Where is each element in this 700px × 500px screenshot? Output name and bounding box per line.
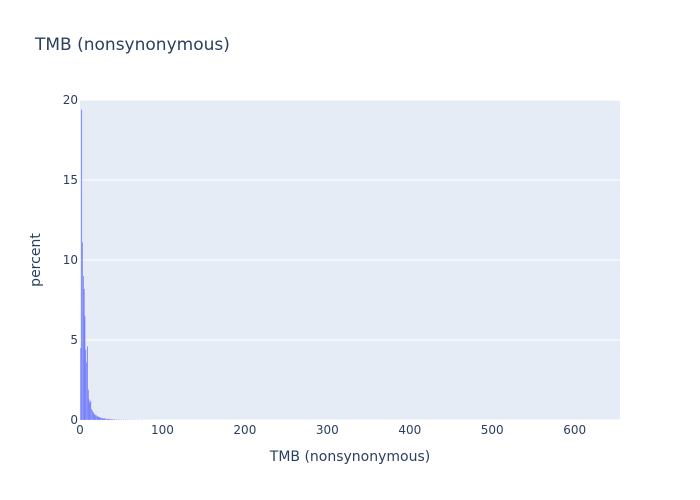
bars — [80, 109, 151, 421]
y-tick-label: 0 — [70, 413, 78, 427]
histogram-bar — [111, 419, 113, 421]
x-tick-label: 400 — [398, 423, 421, 437]
histogram-bar — [92, 411, 94, 421]
x-tick-label: 200 — [233, 423, 256, 437]
histogram-bar — [108, 418, 110, 421]
histogram-bar — [102, 418, 104, 421]
histogram-bar — [96, 415, 97, 421]
histogram-bar — [107, 418, 109, 421]
histogram-bar — [97, 416, 99, 421]
histogram-bar — [94, 414, 96, 421]
histogram-bar — [114, 419, 116, 421]
y-tick-labels: 0 5 10 15 20 — [63, 93, 78, 427]
histogram-bar — [117, 419, 119, 421]
y-tick-label: 20 — [63, 93, 78, 107]
y-tick-label: 10 — [63, 253, 78, 267]
x-tick-label: 600 — [563, 423, 586, 437]
histogram-bar — [89, 402, 91, 421]
histogram-bar — [86, 362, 88, 421]
histogram-bar — [110, 418, 111, 421]
y-axis-title: percent — [28, 233, 44, 287]
histogram-bar — [90, 400, 92, 421]
y-tick-label: 15 — [63, 173, 78, 187]
histogram-bar — [95, 415, 97, 421]
histogram-bar — [100, 417, 102, 421]
histogram-bar — [112, 419, 114, 421]
histogram-bar — [104, 418, 106, 421]
histogram-bar — [103, 418, 105, 421]
histogram-bar — [86, 346, 88, 421]
histogram-bar — [100, 417, 102, 421]
histogram-bar — [83, 288, 85, 421]
histogram-bar — [88, 399, 90, 421]
histogram-bar — [99, 417, 101, 421]
x-tick-label: 300 — [316, 423, 339, 437]
histogram-bar — [110, 419, 112, 421]
histogram-bar — [82, 242, 83, 421]
gridlines — [80, 99, 620, 421]
histogram-bar — [105, 418, 107, 421]
histogram-bar — [91, 410, 93, 421]
histogram-bar — [115, 419, 117, 421]
x-tick-labels: 0 100 200 300 400 500 600 — [76, 423, 586, 437]
histogram-bar — [96, 415, 98, 421]
histogram-bar — [81, 109, 83, 421]
histogram-bar — [80, 347, 82, 421]
x-tick-label: 100 — [151, 423, 174, 437]
histogram-bar — [82, 275, 84, 421]
histogram-bar — [84, 315, 86, 421]
y-tick-label: 5 — [70, 333, 78, 347]
histogram-bar — [98, 416, 100, 421]
x-tick-label: 500 — [481, 423, 504, 437]
histogram-bar — [105, 418, 107, 421]
histogram-bar — [101, 418, 103, 421]
x-axis-title: TMB (nonsynonymous) — [269, 449, 430, 465]
histogram-bar — [106, 418, 108, 421]
histogram-bar — [91, 408, 93, 421]
histogram-bar — [87, 389, 89, 421]
histogram-bar — [109, 418, 111, 421]
histogram-bar — [93, 413, 95, 421]
chart-title: TMB (nonsynonymous) — [34, 35, 230, 55]
x-tick-label: 0 — [76, 423, 84, 437]
histogram-bar — [85, 349, 87, 421]
